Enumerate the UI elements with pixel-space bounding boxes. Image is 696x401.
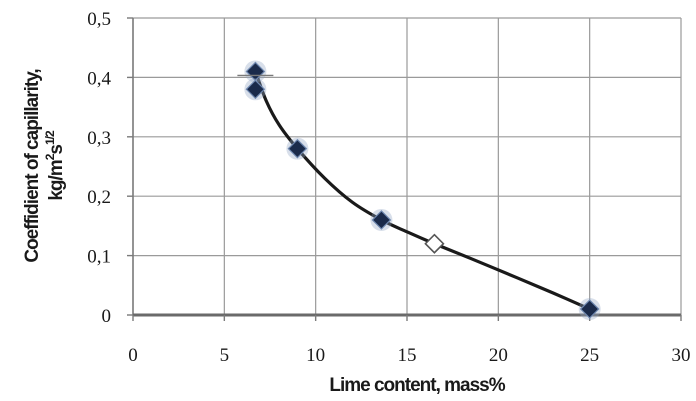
y-tick-label: 0,5 [87, 9, 111, 30]
data-point [371, 210, 392, 230]
data-point [579, 299, 600, 319]
y-tick-label: 0,2 [87, 187, 111, 208]
trend-curve-group [253, 70, 591, 311]
x-axis-title: Lime content, mass% [329, 375, 505, 396]
y-tick-label: 0,3 [87, 128, 111, 149]
x-tick-label: 15 [398, 345, 417, 366]
x-tick-label: 30 [672, 345, 691, 366]
open-data-point [424, 233, 445, 254]
y-axis-title-line2: kg/m2s1/2 [43, 130, 67, 201]
data-point [245, 79, 266, 100]
data-point [287, 138, 308, 159]
y-tick-label: 0,4 [87, 68, 111, 89]
grid-lines [133, 17, 682, 315]
tick-labels: 0 5 10 15 20 25 30 0 0,1 0,2 0,3 0,4 0,5 [87, 9, 690, 366]
x-tick-label: 10 [306, 345, 325, 366]
trend-curve [253, 70, 591, 311]
x-tick-label: 25 [580, 345, 599, 366]
x-tick-label: 0 [128, 345, 138, 366]
y-axis-title: Coeffidient of capillarity, kg/m2s1/2 [22, 69, 67, 263]
data-points [237, 60, 601, 321]
y-axis-title-line1: Coeffidient of capillarity, [22, 69, 43, 263]
x-tick-label: 5 [220, 345, 230, 366]
y-tick-label: 0,1 [87, 247, 111, 268]
y-tick-label: 0 [102, 306, 112, 327]
x-tick-label: 20 [489, 345, 508, 366]
axes [127, 17, 682, 321]
